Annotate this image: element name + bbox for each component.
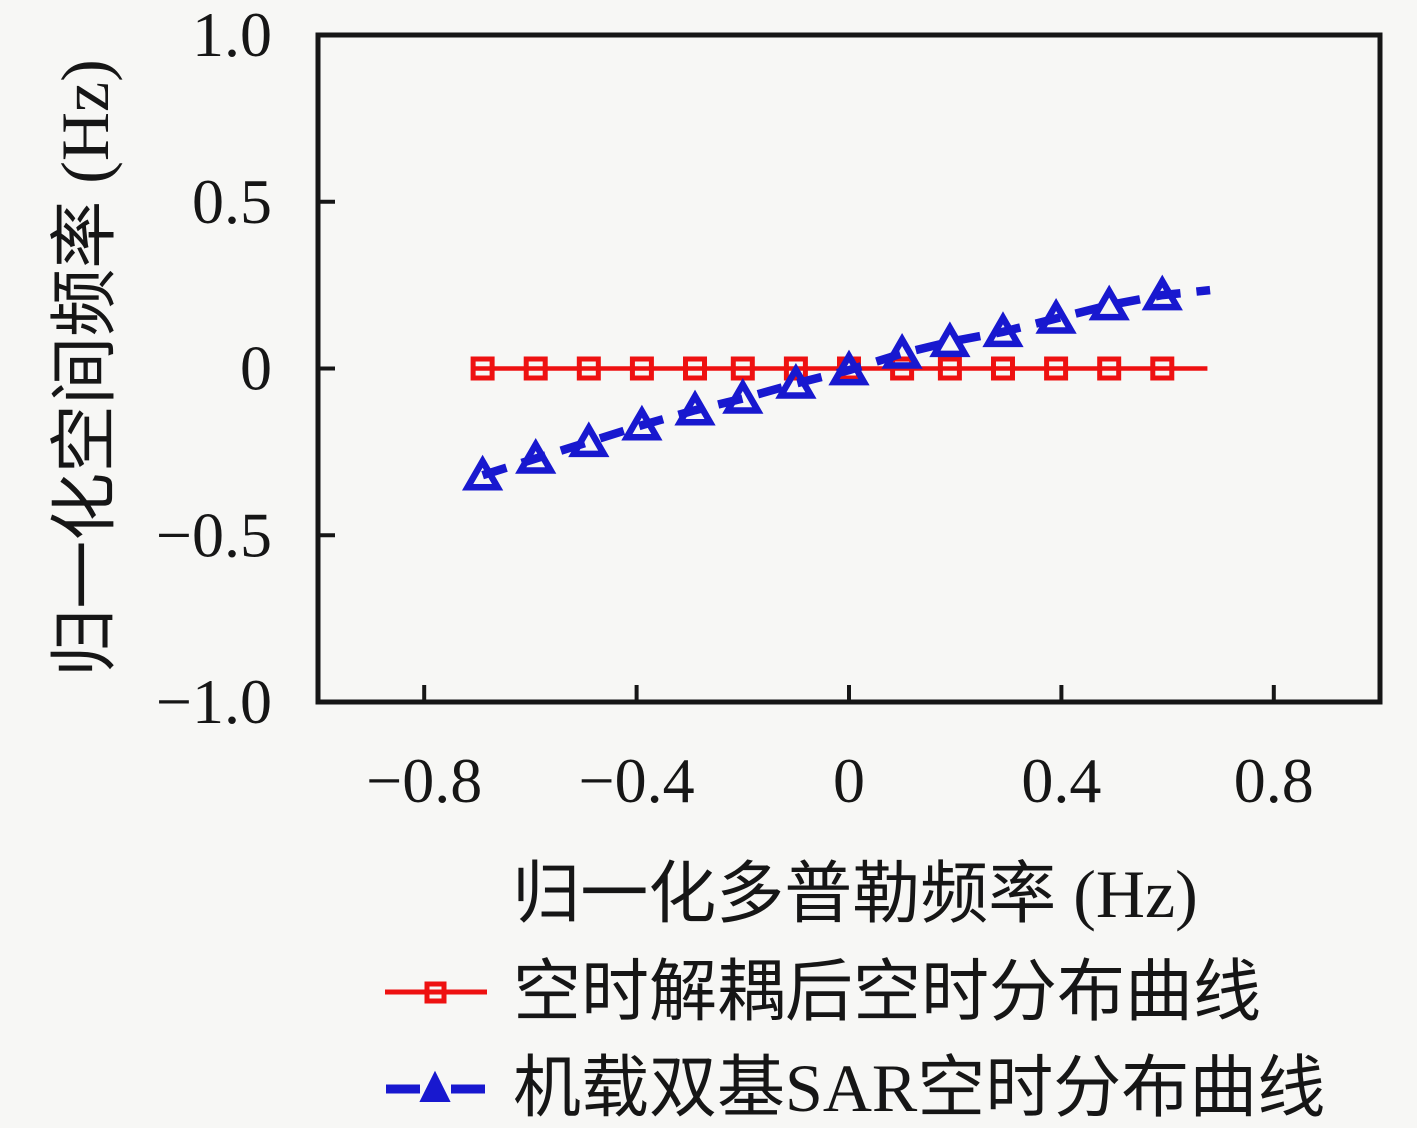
series-bistatic-sar-marker <box>881 332 923 369</box>
series-bistatic-sar-marker <box>515 438 557 474</box>
y-tick-label: 1.0 <box>192 0 272 70</box>
chart-legend: 空时解耦后空时分布曲线 机载双基SAR空时分布曲线 <box>383 952 1325 1128</box>
y-tick-label: −0.5 <box>156 499 272 570</box>
series-bistatic-sar-line <box>481 285 1211 480</box>
y-tick-label: 0.5 <box>192 166 272 237</box>
series-decoupled-marker <box>1044 356 1069 381</box>
series-decoupled-marker <box>523 356 548 381</box>
series-decoupled-marker <box>1097 356 1122 381</box>
y-axis-label: 归一化空间频率 (Hz) <box>47 59 123 677</box>
series-bistatic-sar-marker <box>722 378 764 414</box>
series-decoupled-marker <box>1150 356 1175 381</box>
series-bistatic-sar-marker <box>1141 274 1183 311</box>
series-bistatic-sar-marker <box>1035 297 1077 334</box>
legend-label-decoupled: 空时解耦后空时分布曲线 <box>513 954 1262 1030</box>
x-tick-label: 0.4 <box>1021 745 1101 816</box>
x-tick-label: 0.8 <box>1234 745 1314 816</box>
series-bistatic-sar-marker <box>674 389 716 426</box>
y-tick-label: 0 <box>240 333 272 404</box>
series-bistatic-sar-marker <box>982 311 1024 348</box>
series-decoupled-marker <box>629 356 654 381</box>
x-axis-label: 归一化多普勒频率 (Hz) <box>512 856 1198 932</box>
series-bistatic-sar-marker <box>828 349 870 386</box>
series-decoupled-marker <box>990 356 1015 381</box>
series-bistatic-sar-marker <box>461 454 504 491</box>
series-bistatic-sar-marker <box>1088 284 1130 321</box>
series-decoupled-marker <box>937 356 962 381</box>
series-decoupled-marker <box>730 356 755 381</box>
red-square-marker-icon <box>385 981 487 1004</box>
series-decoupled-marker <box>683 356 708 381</box>
legend-item-bistatic-sar: 机载双基SAR空时分布曲线 <box>383 1048 1325 1128</box>
series-bistatic-sar-marker <box>775 363 817 399</box>
x-tick-label: 0 <box>833 745 865 816</box>
series-decoupled-marker <box>576 356 601 381</box>
y-tick-label: −1.0 <box>156 666 272 737</box>
blue-triangle-marker-icon <box>386 1070 485 1102</box>
series-bistatic-sar-marker <box>621 404 663 441</box>
x-tick-label: −0.4 <box>579 745 695 816</box>
series-decoupled-marker <box>783 356 808 381</box>
legend-item-decoupled: 空时解耦后空时分布曲线 <box>383 952 1325 1032</box>
series-decoupled-marker <box>470 356 495 381</box>
series-bistatic-sar-marker <box>929 321 971 358</box>
legend-label-bistatic-sar: 机载双基SAR空时分布曲线 <box>513 1050 1326 1126</box>
x-tick-label: −0.8 <box>366 745 482 816</box>
series-bistatic-sar-marker <box>568 421 610 458</box>
